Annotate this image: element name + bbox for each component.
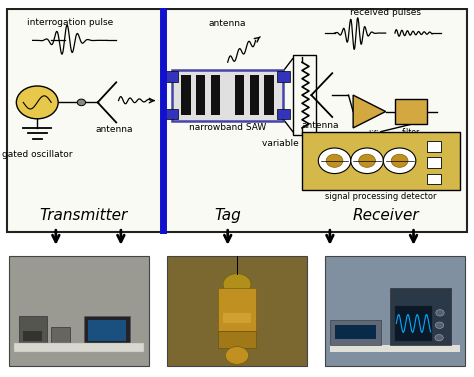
Bar [235, 75, 244, 115]
Bar [14, 343, 144, 352]
Text: narrowband SAW: narrowband SAW [189, 123, 266, 132]
Text: variable impedance: variable impedance [262, 139, 352, 148]
Circle shape [359, 154, 375, 167]
Text: Receiver: Receiver [352, 208, 419, 223]
Bar [84, 316, 130, 345]
Bar [219, 331, 255, 348]
Circle shape [223, 274, 251, 295]
Bar [172, 70, 283, 121]
Circle shape [391, 154, 408, 167]
Text: Tag: Tag [214, 208, 241, 223]
Bar [390, 288, 451, 345]
Bar [277, 109, 291, 119]
Bar [51, 327, 70, 345]
Bar [293, 55, 316, 135]
Text: Transmitter: Transmitter [40, 208, 128, 223]
Text: gated oscillator: gated oscillator [2, 150, 73, 159]
Bar [264, 75, 273, 115]
Bar [165, 71, 178, 81]
Text: interrogation pulse: interrogation pulse [27, 18, 113, 28]
Bar [325, 256, 465, 366]
Bar [249, 75, 259, 115]
Text: filter: filter [402, 128, 420, 137]
Bar [395, 99, 428, 124]
Bar [302, 132, 460, 190]
Bar [428, 157, 441, 168]
Circle shape [326, 154, 343, 167]
Circle shape [16, 86, 58, 119]
Bar [330, 345, 460, 352]
Bar [165, 109, 178, 119]
Circle shape [383, 148, 416, 173]
Bar [167, 256, 307, 366]
Circle shape [77, 99, 86, 106]
Circle shape [435, 334, 443, 341]
Bar [428, 141, 441, 152]
Bar [181, 75, 191, 115]
Circle shape [225, 346, 248, 364]
Text: signal processing detector: signal processing detector [325, 192, 437, 201]
Text: antenna: antenna [302, 121, 339, 130]
Polygon shape [353, 95, 386, 128]
Bar [219, 288, 255, 331]
Circle shape [435, 322, 444, 328]
Bar [14, 345, 144, 352]
Text: amplifier: amplifier [352, 130, 387, 139]
Bar [395, 306, 432, 341]
Text: received pulses: received pulses [350, 8, 421, 17]
Bar [428, 173, 441, 184]
Circle shape [351, 148, 383, 173]
Bar [330, 320, 381, 345]
Bar [196, 75, 205, 115]
Bar [88, 320, 126, 341]
Bar [23, 331, 42, 341]
Text: antenna: antenna [209, 19, 246, 28]
Bar [335, 325, 376, 339]
Bar [9, 256, 149, 366]
Bar [18, 316, 46, 345]
Bar [277, 71, 291, 81]
Bar [211, 75, 220, 115]
Circle shape [436, 310, 444, 316]
Circle shape [319, 148, 351, 173]
Text: antenna: antenna [95, 124, 133, 133]
Bar [223, 313, 251, 323]
